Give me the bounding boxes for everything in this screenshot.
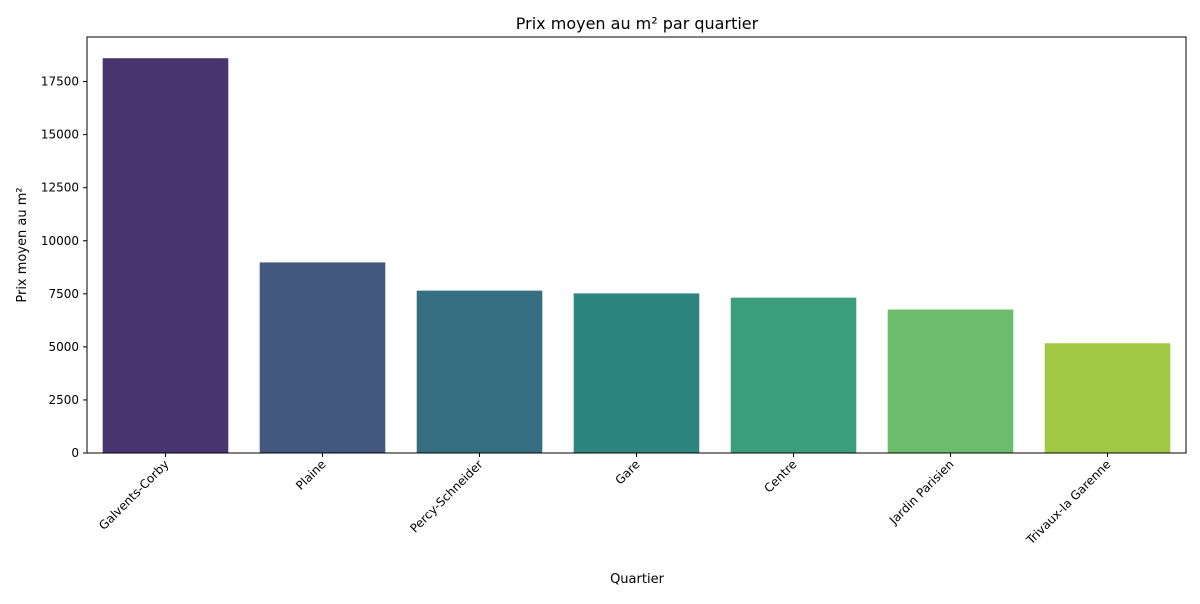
y-tick-label: 10000 xyxy=(41,234,79,248)
y-axis-ticks: 0 2500 5000 7500 10000 12500 15000 17500 xyxy=(41,75,87,460)
y-tick-label: 17500 xyxy=(41,75,79,89)
bar-gare xyxy=(573,293,700,453)
y-tick-label: 7500 xyxy=(48,287,79,301)
y-tick-label: 5000 xyxy=(48,340,79,354)
x-tick-label: Galvents-Corby xyxy=(96,457,171,532)
y-tick-label: 2500 xyxy=(48,393,79,407)
x-tick-label: Percy-Schneider xyxy=(407,457,485,535)
x-tick-label: Centre xyxy=(761,457,799,495)
x-axis-ticks: Galvents-Corby Plaine Percy-Schneider Gare C… xyxy=(96,453,1114,548)
x-tick-label: Jardin Parisien xyxy=(886,457,957,528)
plot-frame xyxy=(86,36,1187,454)
chart-title: Prix moyen au m² par quartier xyxy=(516,14,759,33)
y-tick-label: 0 xyxy=(71,446,79,460)
x-tick-label: Plaine xyxy=(293,457,329,493)
bar-centre xyxy=(730,297,857,453)
bar-percy-schneider xyxy=(416,290,543,453)
y-axis-label: Prix moyen au m² xyxy=(15,187,30,302)
y-tick-label: 12500 xyxy=(41,181,79,195)
x-tick-label: Trivaux-la Garenne xyxy=(1023,457,1114,548)
y-tick-label: 15000 xyxy=(41,128,79,142)
bar-trivaux-la-garenne xyxy=(1044,343,1171,453)
x-tick-label: Gare xyxy=(612,457,642,487)
bar-galvents-corby xyxy=(102,58,229,454)
bar-plaine xyxy=(259,262,386,453)
bars-layer xyxy=(102,58,1171,454)
bar-jardin-parisien xyxy=(887,309,1014,453)
x-axis-label: Quartier xyxy=(610,572,664,587)
